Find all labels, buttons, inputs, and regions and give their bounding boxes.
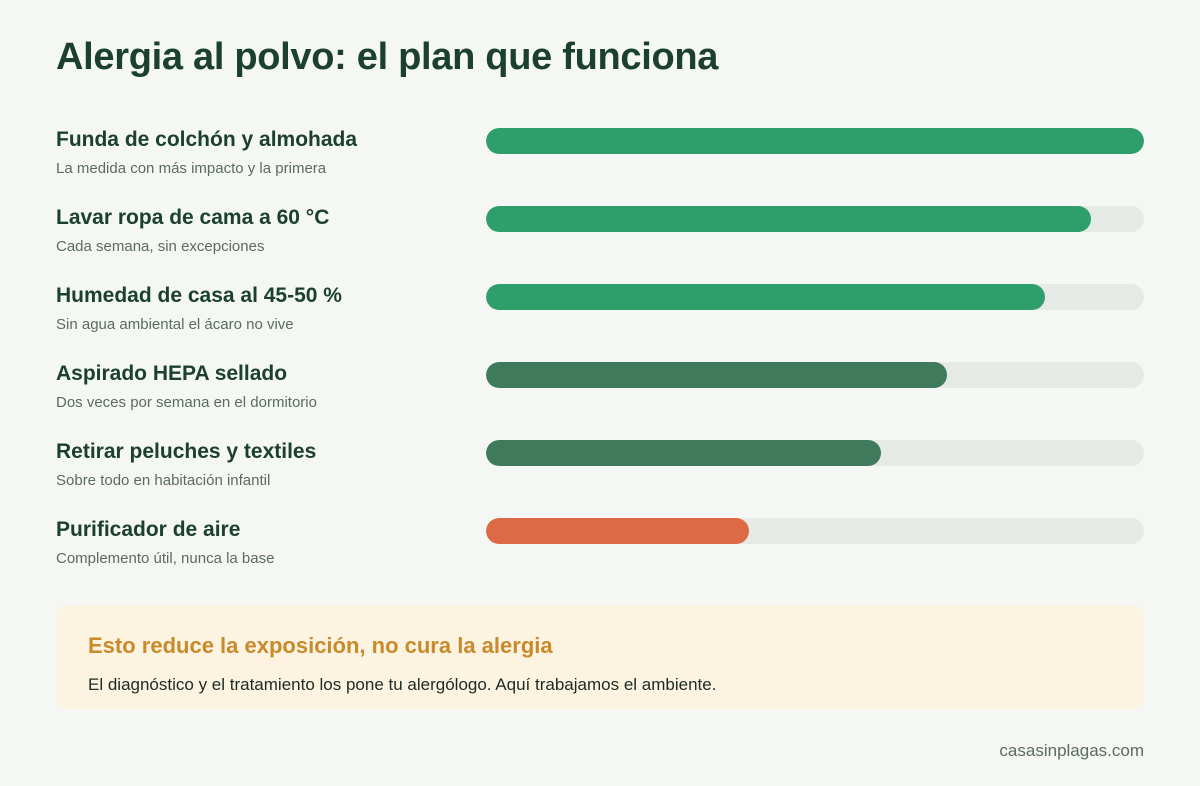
bar-sublabel: La medida con más impacto y la primera xyxy=(56,160,327,177)
bar-sublabel: Sin agua ambiental el ácaro no vive xyxy=(56,316,294,333)
bar-label: Humedad de casa al 45-50 % xyxy=(56,284,342,307)
bar-track xyxy=(486,284,1144,310)
chart-row: Lavar ropa de cama a 60 °C Cada semana, … xyxy=(56,202,1144,280)
bar-label: Aspirado HEPA sellado xyxy=(56,362,288,385)
bar-label: Purificador de aire xyxy=(56,518,241,541)
bar-label: Lavar ropa de cama a 60 °C xyxy=(56,206,330,229)
bar-track xyxy=(486,206,1144,232)
bar xyxy=(486,518,750,544)
bar-track xyxy=(486,128,1144,154)
chart-row: Aspirado HEPA sellado Dos veces por sema… xyxy=(56,358,1144,436)
bar-sublabel: Cada semana, sin excepciones xyxy=(56,238,265,255)
chart-row: Purificador de aire Complemento útil, nu… xyxy=(56,514,1144,592)
bar-track xyxy=(486,440,1144,466)
bar xyxy=(486,284,1046,310)
site-url: casasinplagas.com xyxy=(999,741,1144,760)
bar-track xyxy=(486,518,1144,544)
bar-sublabel: Dos veces por semana en el dormitorio xyxy=(56,394,317,411)
chart-row: Humedad de casa al 45-50 % Sin agua ambi… xyxy=(56,280,1144,358)
bar xyxy=(486,128,1144,154)
bar-sublabel: Complemento útil, nunca la base xyxy=(56,550,275,567)
bar-label: Retirar peluches y textiles xyxy=(56,440,317,463)
bar xyxy=(486,362,947,388)
chart: Funda de colchón y almohada La medida co… xyxy=(56,124,1144,592)
bar xyxy=(486,206,1092,232)
disclaimer-title: Esto reduce la exposición, no cura la al… xyxy=(88,633,553,658)
disclaimer-text: El diagnóstico y el tratamiento los pone… xyxy=(88,675,717,694)
bar-track xyxy=(486,362,1144,388)
chart-row: Funda de colchón y almohada La medida co… xyxy=(56,124,1144,202)
chart-row: Retirar peluches y textiles Sobre todo e… xyxy=(56,436,1144,514)
bar-sublabel: Sobre todo en habitación infantil xyxy=(56,472,271,489)
page-title: Alergia al polvo: el plan que funciona xyxy=(56,36,719,78)
disclaimer-box: Esto reduce la exposición, no cura la al… xyxy=(56,605,1144,709)
bar-label: Funda de colchón y almohada xyxy=(56,128,358,151)
bar xyxy=(486,440,881,466)
